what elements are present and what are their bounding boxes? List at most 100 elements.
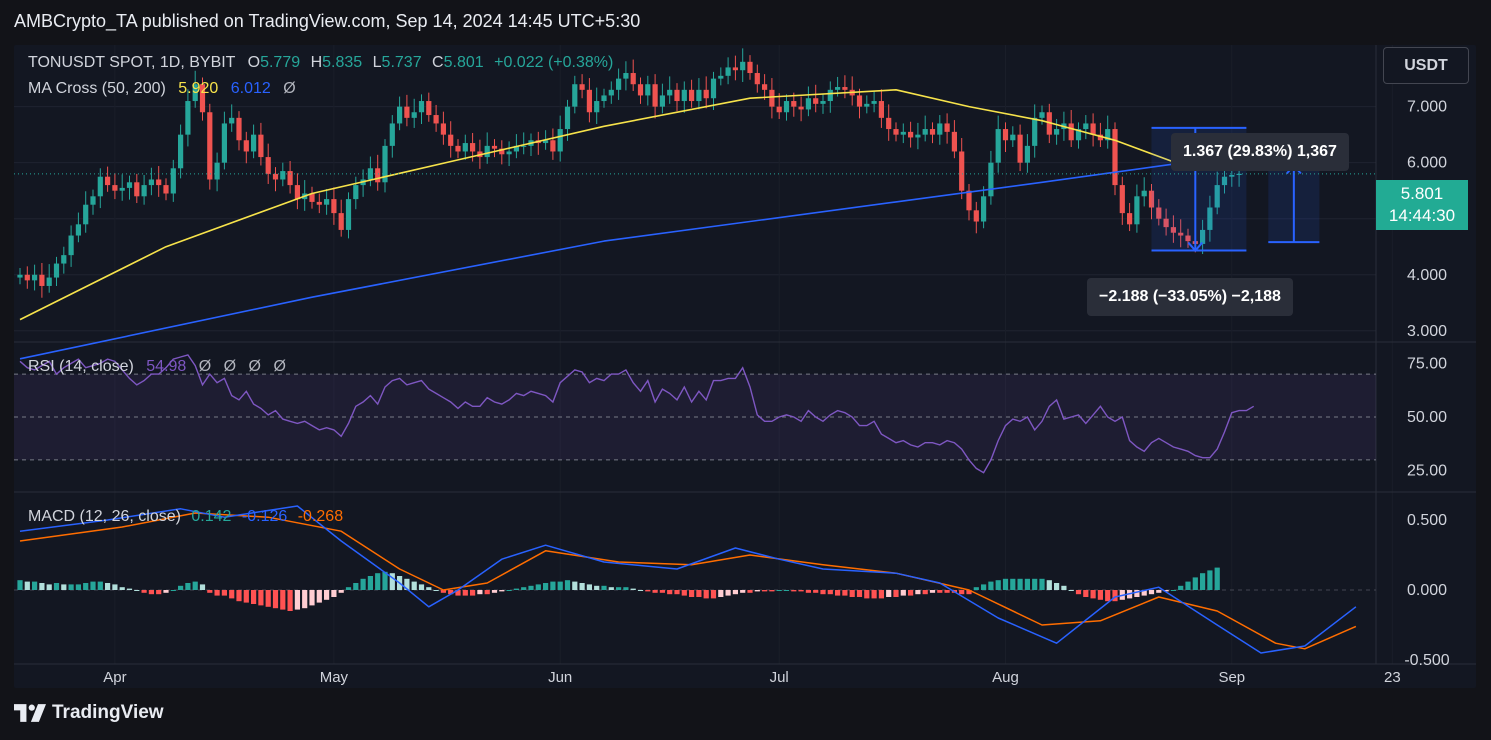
macd-histogram-bar [178, 585, 184, 590]
macd-histogram-bar [988, 581, 994, 590]
macd-histogram-bar [878, 590, 884, 599]
macd-histogram-bar [382, 571, 388, 590]
macd-histogram-bar [652, 590, 658, 593]
macd-histogram-bar [535, 584, 541, 590]
macd-histogram-bar [141, 590, 147, 593]
macd-histogram-bar [499, 590, 505, 592]
measure-down-label[interactable]: −2.188 (−33.05%) −2,188 [1087, 278, 1293, 316]
macd-histogram-bar [1192, 577, 1198, 590]
candle-body [90, 196, 96, 205]
candle-body [835, 87, 841, 90]
candle-body [929, 129, 936, 135]
macd-histogram-bar [1156, 590, 1162, 593]
x-tick-label: Jul [770, 669, 789, 686]
macd-histogram-bar [185, 583, 191, 590]
candle-body [842, 87, 848, 90]
chart-frame[interactable]: AprMayJunJulAugSep233.0004.0005.0006.000… [14, 45, 1476, 688]
candle-body [1090, 123, 1096, 135]
macd-histogram-bar [353, 583, 359, 590]
candle-body [46, 277, 52, 286]
macd-histogram-bar [740, 590, 746, 593]
macd-histogram-bar [1141, 590, 1147, 596]
candle-body [1178, 232, 1184, 236]
candle-body [221, 123, 227, 163]
macd-signal-line [19, 512, 1357, 650]
candle-body [1068, 123, 1074, 141]
candle-body [900, 131, 906, 135]
candle-body [243, 140, 249, 152]
macd-histogram-bar [681, 590, 687, 596]
candle-body [1148, 190, 1155, 208]
candle-body [1024, 145, 1030, 163]
macd-histogram-bar [470, 590, 476, 596]
macd-histogram-bar [550, 581, 556, 590]
candle-body [331, 199, 337, 214]
macd-histogram-bar [623, 587, 629, 590]
candle-body [813, 98, 819, 104]
macd-histogram-bar [309, 590, 315, 606]
candle-body [645, 84, 651, 96]
candle-body [747, 61, 753, 74]
chart-canvas[interactable]: AprMayJunJulAugSep233.0004.0005.0006.000… [14, 45, 1476, 688]
last-price-badge: 5.801 14:44:30 [1376, 180, 1468, 230]
candle-body [1039, 112, 1045, 118]
macd-histogram-bar [411, 581, 417, 590]
candle-body [440, 123, 446, 135]
measure-up-label[interactable]: 1.367 (29.83%) 1,367 [1171, 133, 1349, 171]
macd-histogram-bar [1046, 580, 1052, 590]
macd-histogram-bar [762, 590, 768, 592]
candle-body [973, 210, 979, 222]
macd-histogram-bar [61, 584, 67, 590]
candle-body [309, 193, 315, 202]
candle-body [1214, 185, 1220, 208]
macd-tick-label: -0.500 [1404, 652, 1449, 669]
candle-body [1017, 134, 1023, 163]
tradingview-logo[interactable]: TradingView [14, 702, 164, 724]
macd-histogram-bar [944, 590, 950, 593]
macd-histogram-bar [455, 590, 461, 596]
macd-histogram-bar [126, 588, 133, 590]
macd-histogram-bar [1148, 590, 1155, 595]
macd-histogram-bar [1170, 590, 1176, 591]
macd-histogram-bar [1083, 590, 1089, 597]
open-value: 5.779 [260, 54, 301, 71]
candle-body [579, 84, 585, 90]
currency-button[interactable]: USDT [1383, 47, 1469, 84]
last-price-value: 5.801 [1400, 184, 1444, 203]
macd-line-value: -0.126 [241, 508, 288, 525]
candle-body [178, 134, 184, 169]
macd-histogram-bar [1185, 581, 1191, 590]
macd-histogram-bar [360, 578, 366, 590]
candle-body [594, 101, 600, 113]
candle-body [236, 117, 242, 141]
candle-body [696, 89, 702, 102]
candle-body [981, 196, 987, 222]
macd-histogram-bar [849, 590, 855, 597]
macd-histogram-bar [981, 584, 987, 590]
candle-body [1170, 227, 1176, 233]
candle-body [1200, 229, 1206, 244]
candle-body [521, 145, 527, 147]
macd-histogram-bar [258, 590, 264, 606]
macd-histogram-bar [280, 590, 286, 610]
candle-body [586, 89, 592, 113]
candle-body [251, 134, 257, 152]
macd-histogram-bar [572, 581, 578, 590]
macd-histogram-bar [616, 587, 622, 590]
macd-histogram-bar [659, 590, 665, 593]
macd-histogram-bar [199, 584, 206, 590]
macd-histogram-bar [1090, 590, 1096, 599]
candle-body [937, 123, 943, 135]
rsi-tick-label: 25.00 [1407, 463, 1447, 480]
macd-histogram-bar [345, 587, 352, 590]
macd-histogram-bar [207, 590, 213, 593]
rsi-extra: Ø Ø Ø Ø [198, 358, 290, 375]
macd-histogram-bar [75, 584, 81, 590]
candle-body [353, 185, 359, 200]
ma-legend: MA Cross (50, 200) 5.920 6.012 Ø [28, 80, 296, 98]
macd-histogram-bar [543, 583, 549, 590]
macd-histogram-bar [1097, 590, 1103, 600]
candle-body [39, 274, 45, 286]
macd-histogram-bar [783, 590, 790, 591]
ma-extra: Ø [283, 80, 296, 97]
